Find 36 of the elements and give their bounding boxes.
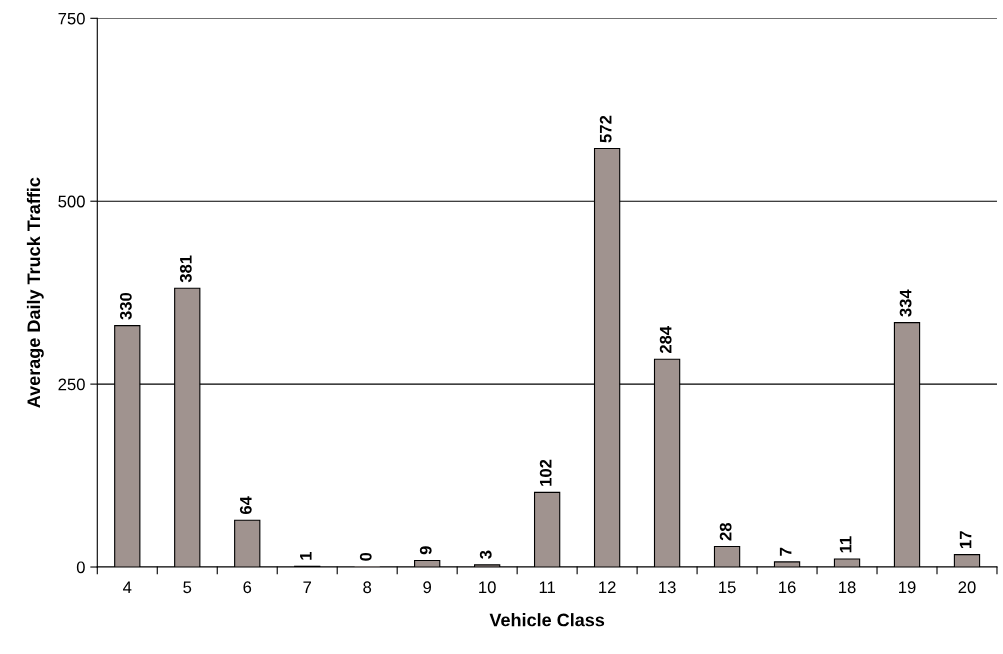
x-tick-label: 16	[779, 581, 796, 594]
data-label: 334	[899, 289, 912, 317]
x-tick-label: 7	[303, 581, 312, 593]
x-tick-label: 10	[479, 581, 496, 594]
data-label: 7	[779, 547, 792, 556]
y-tick-label: 500	[58, 195, 85, 208]
y-axis-title: Average Daily Truck Traffic	[26, 177, 44, 408]
x-axis-title: Vehicle Class	[489, 613, 605, 627]
x-tick-label: 6	[243, 581, 252, 594]
y-tick-label: 250	[58, 378, 85, 391]
data-label: 284	[659, 325, 672, 354]
x-tick-label: 20	[958, 581, 976, 594]
x-tick-label: 13	[659, 581, 676, 594]
data-label: 28	[719, 522, 732, 541]
x-tick-label: 19	[899, 581, 916, 594]
x-tick-label: 8	[363, 581, 372, 594]
data-label: 1	[300, 551, 312, 560]
x-tick-label: 4	[123, 581, 132, 593]
data-label: 330	[119, 292, 132, 320]
x-tick-label: 15	[719, 581, 736, 594]
x-tick-label: 5	[183, 581, 192, 594]
data-label: 17	[959, 531, 972, 548]
data-label: 9	[419, 546, 432, 555]
y-tick-label: 0	[76, 561, 85, 574]
data-label: 572	[599, 115, 612, 143]
data-label: 0	[359, 552, 372, 561]
x-tick-label: 18	[839, 581, 856, 594]
x-tick-label: 11	[539, 581, 555, 593]
y-tick-label: 750	[58, 12, 85, 25]
x-tick-label: 9	[423, 581, 432, 594]
data-label: 64	[239, 496, 252, 515]
data-label: 381	[179, 255, 192, 283]
data-label: 11	[839, 536, 852, 553]
data-label: 102	[539, 459, 552, 486]
x-tick-label: 12	[599, 581, 616, 593]
data-label: 3	[479, 550, 492, 559]
